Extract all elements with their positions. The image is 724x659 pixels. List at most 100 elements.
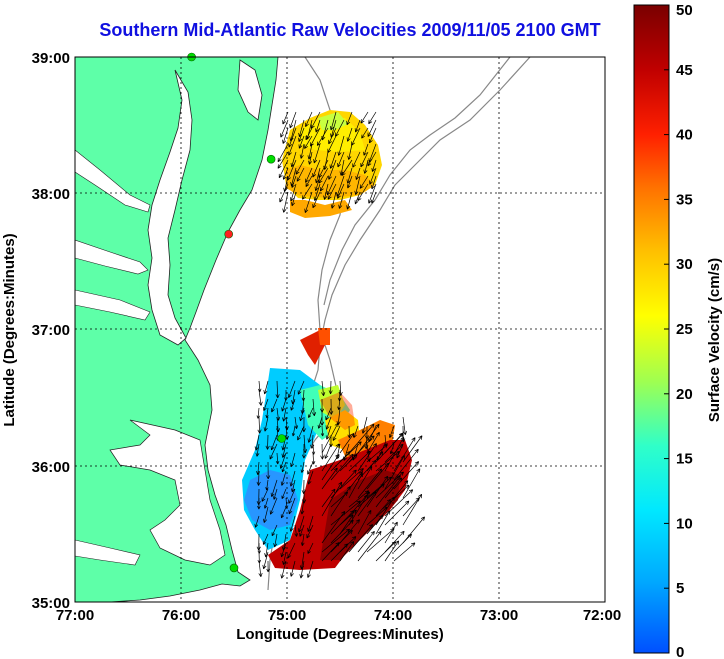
- velocity-arrow: [354, 191, 361, 205]
- velocity-arrow: [330, 191, 337, 209]
- velocity-arrow: [289, 470, 296, 487]
- velocity-arrow: [307, 461, 314, 475]
- velocity-arrow: [366, 475, 389, 508]
- colorbar-tick-label: 50: [676, 2, 693, 19]
- colorbar-tick-label: 30: [676, 256, 693, 273]
- x-tick-labels: 77:00 76:00 75:00 74:00 73:00 72:00: [56, 607, 621, 624]
- velocity-arrow: [332, 425, 341, 441]
- velocity-arrow: [402, 435, 423, 463]
- velocity-arrow: [288, 488, 296, 504]
- velocity-arrow: [263, 506, 269, 523]
- velocity-arrow: [393, 542, 416, 562]
- velocity-arrow: [254, 434, 260, 451]
- velocity-arrow: [263, 497, 269, 509]
- velocity-arrow: [346, 175, 353, 189]
- velocity-arrow: [257, 497, 261, 510]
- colorbar-tick-label: 5: [676, 580, 684, 597]
- velocity-arrow: [370, 175, 377, 190]
- velocity-arrow: [321, 488, 336, 508]
- velocity-arrow: [266, 461, 271, 480]
- velocity-arrow: [389, 443, 395, 455]
- velocity-arrow: [277, 151, 289, 169]
- velocity-arrow: [258, 560, 263, 577]
- velocity-arrow: [305, 111, 313, 128]
- velocity-arrow: [290, 398, 296, 411]
- x-tick-label: 75:00: [268, 607, 306, 624]
- velocity-arrow: [312, 398, 317, 417]
- velocity-arrow: [299, 143, 305, 159]
- velocity-arrow: [352, 151, 361, 168]
- velocity-arrow: [270, 479, 278, 497]
- velocity-arrow: [366, 462, 390, 490]
- velocity-arrow: [297, 515, 305, 533]
- velocity-arrow: [355, 167, 361, 180]
- velocity-arrow: [305, 127, 313, 141]
- velocity-arrow: [371, 191, 377, 204]
- velocity-arrow: [327, 183, 337, 200]
- velocity-arrow: [348, 494, 368, 526]
- radar-station-marker: [266, 154, 276, 164]
- velocity-arrow: [305, 167, 313, 183]
- velocity-arrow: [384, 484, 410, 508]
- velocity-arrow: [280, 506, 287, 519]
- velocity-arrow: [281, 398, 287, 412]
- velocity-arrow: [256, 470, 261, 486]
- velocity-arrow: [339, 454, 358, 472]
- velocity-arrow: [299, 524, 305, 537]
- velocity-arrow: [330, 510, 355, 535]
- y-tick-label: 36:00: [32, 459, 70, 476]
- velocity-arrow: [326, 175, 337, 196]
- velocity-arrow: [317, 416, 323, 429]
- velocity-arrow: [368, 183, 377, 204]
- velocity-arrow: [269, 497, 278, 515]
- colorbar-tick-label: 15: [676, 451, 693, 468]
- velocity-arrow: [287, 542, 296, 559]
- velocity-arrow: [263, 416, 269, 432]
- velocity-arrow: [393, 480, 409, 499]
- velocity-arrow: [357, 531, 375, 553]
- velocity-arrow: [357, 509, 372, 535]
- velocity-arrow: [357, 443, 377, 472]
- velocity-arrow: [339, 514, 354, 535]
- velocity-arrow: [341, 159, 353, 176]
- velocity-arrow: [402, 516, 425, 544]
- x-axis-label: Longitude (Degrees:Minutes): [236, 626, 444, 643]
- map-title: Southern Mid-Atlantic Raw Velocities 200…: [99, 20, 601, 40]
- velocity-arrow: [366, 431, 380, 454]
- velocity-arrow: [255, 443, 260, 457]
- velocity-arrow: [366, 528, 395, 553]
- colorbar-tick-label: 35: [676, 191, 693, 208]
- velocity-arrow: [375, 510, 391, 535]
- velocity-arrow: [328, 127, 337, 145]
- velocity-arrow: [287, 135, 297, 156]
- velocity-arrow: [308, 151, 313, 165]
- velocity-arrow: [402, 493, 423, 526]
- velocity-arrow: [361, 127, 369, 139]
- velocity-arrow: [312, 191, 321, 209]
- velocity-arrow: [299, 407, 305, 422]
- velocity-arrow: [271, 398, 278, 413]
- velocity-arrow: [304, 191, 313, 213]
- velocity-arrow: [280, 560, 287, 579]
- velocity-arrow: [384, 530, 405, 553]
- velocity-arrow: [306, 524, 314, 539]
- x-tick-label: 77:00: [56, 607, 94, 624]
- velocity-arrow: [261, 488, 269, 502]
- velocity-arrow: [384, 443, 404, 463]
- velocity-arrow: [348, 435, 375, 463]
- velocity-arrow: [296, 167, 305, 182]
- velocity-arrow: [321, 422, 339, 454]
- velocity-arrow: [301, 443, 306, 459]
- velocity-arrow: [257, 416, 262, 434]
- velocity-arrow: [265, 479, 269, 491]
- velocity-arrow: [254, 515, 260, 528]
- colorbar-tick-label: 45: [676, 62, 693, 79]
- velocity-arrow: [325, 425, 332, 440]
- velocity-arrow: [275, 380, 280, 399]
- velocity-arrow: [363, 143, 369, 156]
- velocity-arrow: [320, 425, 325, 437]
- plot-frame: [74, 56, 606, 603]
- radar-station-marker: [277, 434, 287, 443]
- velocity-arrow: [277, 143, 289, 163]
- y-tick-label: 38:00: [32, 186, 70, 203]
